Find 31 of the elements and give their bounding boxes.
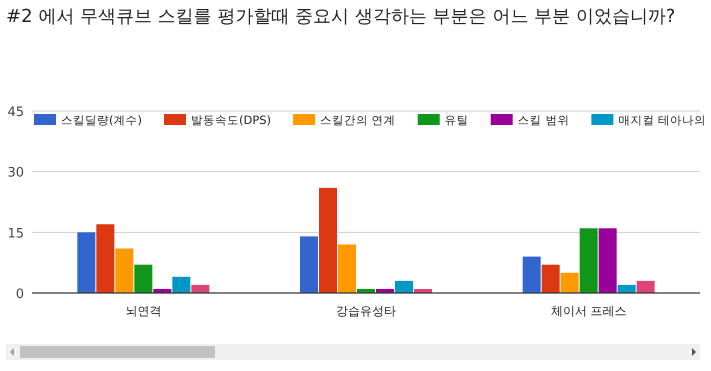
bar [618, 284, 636, 293]
bar [77, 232, 96, 293]
y-tick-label: 30 [7, 166, 24, 181]
x-tick-label: 강습유성타 [336, 304, 396, 318]
bar [580, 228, 598, 293]
y-tick-label: 15 [7, 226, 24, 242]
legend-label: 발동속도(DPS) [190, 113, 272, 127]
bar [560, 272, 579, 293]
bar [598, 228, 617, 293]
bar [522, 256, 541, 293]
legend-label: 스킬간의 연계 [320, 113, 396, 127]
y-tick-label: 45 [7, 105, 24, 120]
legend-label: 스킬딜량(계수) [61, 113, 142, 127]
bar [191, 284, 210, 293]
bar [636, 280, 655, 293]
chart-title: #2 에서 무색큐브 스킬를 평가할때 중요시 생각하는 부분은 어느 부분 이었습니까? [6, 5, 676, 29]
x-tick-label: 뇌연격 [125, 304, 162, 318]
x-tick-label: 체이서 프레스 [550, 304, 627, 318]
legend-label: 스킬 범위 [518, 113, 570, 127]
bar [300, 236, 318, 293]
bar [134, 264, 152, 293]
bar [338, 244, 356, 293]
bar [395, 280, 413, 293]
y-tick-label: 0 [16, 287, 24, 302]
bar [115, 248, 134, 293]
legend-label: 유틸 [444, 113, 469, 127]
legend-label: 매지컬 테아나의 [618, 113, 706, 127]
bar [96, 224, 114, 293]
bar [172, 276, 190, 293]
bar [319, 188, 337, 293]
bar [542, 264, 560, 293]
